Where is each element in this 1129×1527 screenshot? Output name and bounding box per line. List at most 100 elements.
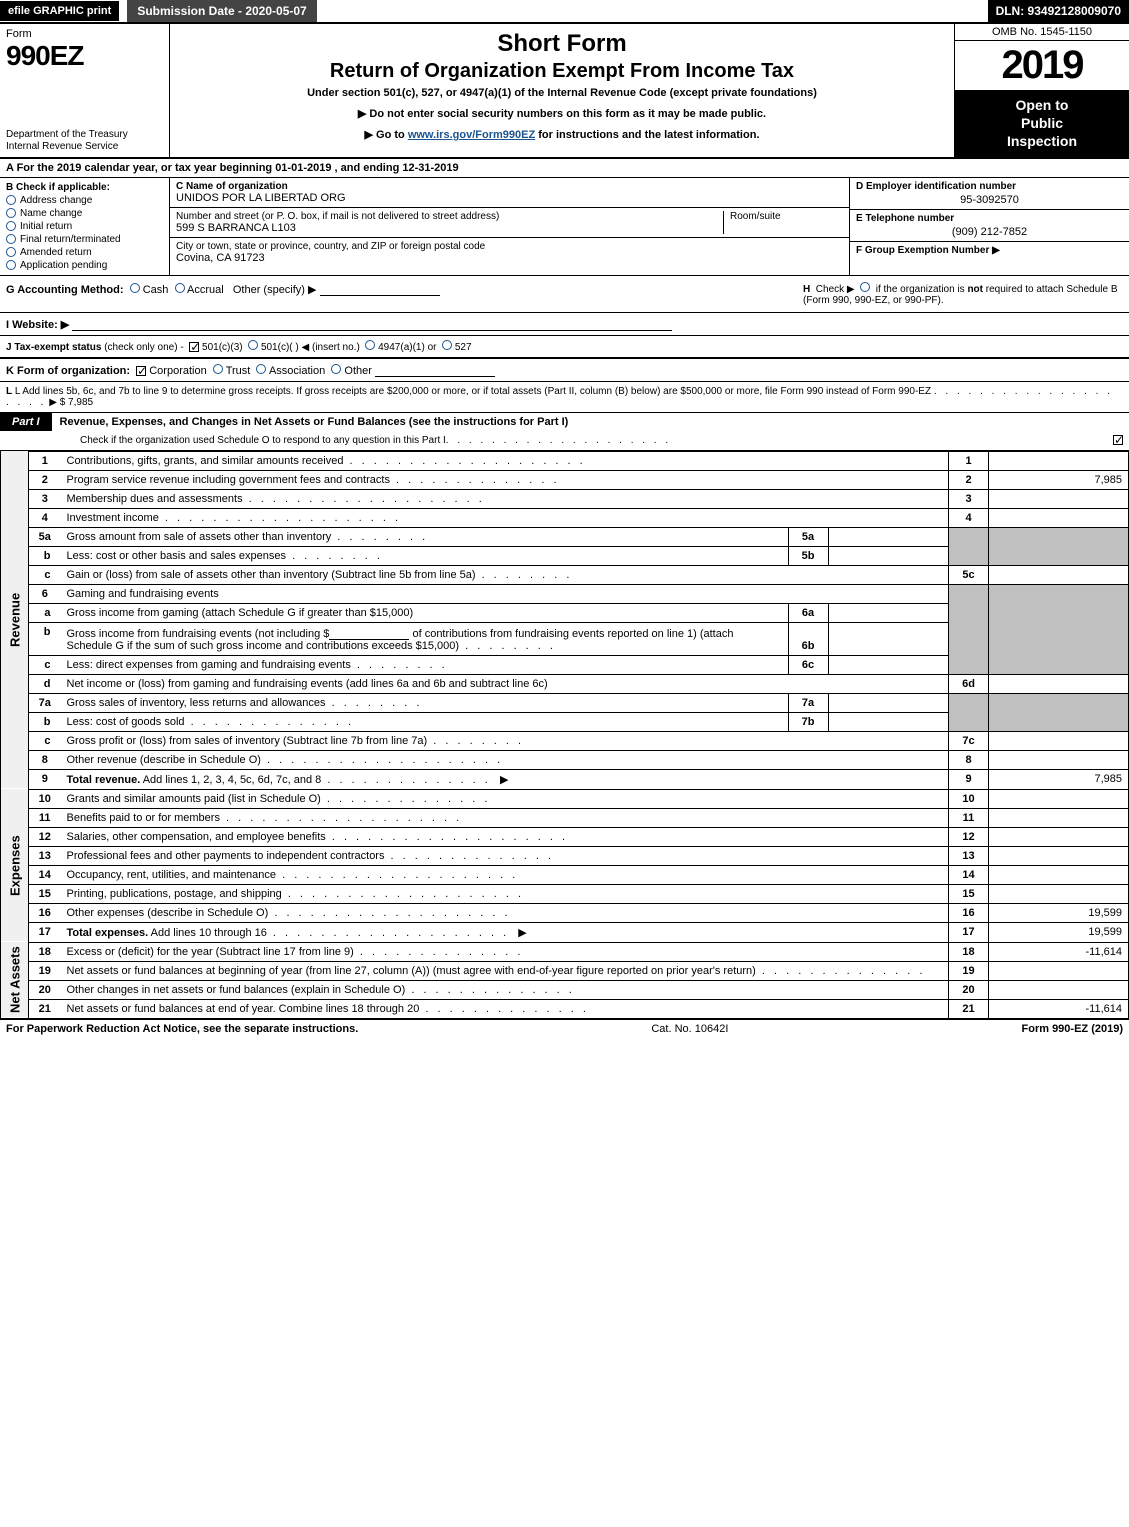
- section-c: C Name of organization UNIDOS POR LA LIB…: [170, 178, 849, 275]
- accrual-option: Accrual: [187, 284, 224, 296]
- table-row: 5a Gross amount from sale of assets othe…: [1, 527, 1129, 546]
- line-21-value: -11,614: [989, 999, 1129, 1018]
- table-row: 20 Other changes in net assets or fund b…: [1, 980, 1129, 999]
- accounting-method-label: G Accounting Method:: [6, 284, 124, 296]
- group-exemption-label: F Group Exemption Number ▶: [856, 245, 1123, 256]
- omb-number: OMB No. 1545-1150: [955, 24, 1129, 41]
- circle-icon: [6, 260, 16, 270]
- revenue-side-label: Revenue: [1, 451, 29, 789]
- circle-icon[interactable]: [175, 283, 185, 293]
- efile-graphic-button[interactable]: efile GRAPHIC print: [0, 1, 119, 21]
- table-row: 14 Occupancy, rent, utilities, and maint…: [1, 865, 1129, 884]
- circle-icon[interactable]: [331, 364, 341, 374]
- circle-icon[interactable]: [365, 340, 375, 350]
- other-specify-field[interactable]: [320, 282, 440, 296]
- website-field[interactable]: [72, 317, 672, 331]
- info-grid: B Check if applicable: Address change Na…: [0, 178, 1129, 276]
- street-value: 599 S BARRANCA L103: [176, 222, 723, 234]
- topbar: efile GRAPHIC print Submission Date - 20…: [0, 0, 1129, 24]
- table-row: 3 Membership dues and assessments 3: [1, 489, 1129, 508]
- table-row: 21 Net assets or fund balances at end of…: [1, 999, 1129, 1018]
- table-row: c Gain or (loss) from sale of assets oth…: [1, 565, 1129, 584]
- form-number: 990EZ: [6, 40, 163, 72]
- section-g-h: G Accounting Method: Cash Accrual Other …: [0, 276, 1129, 313]
- print-link[interactable]: print: [87, 5, 111, 17]
- check-application-pending[interactable]: Application pending: [6, 260, 163, 271]
- checkbox-corporation[interactable]: [136, 366, 146, 376]
- ein-label: D Employer identification number: [856, 181, 1123, 192]
- table-row: 2 Program service revenue including gove…: [1, 470, 1129, 489]
- circle-icon[interactable]: [860, 282, 870, 292]
- part-1-table: Revenue 1 Contributions, gifts, grants, …: [0, 451, 1129, 1019]
- ein-value: 95-3092570: [856, 194, 1123, 206]
- net-assets-side-label: Net Assets: [1, 942, 29, 1018]
- paperwork-notice: For Paperwork Reduction Act Notice, see …: [6, 1023, 358, 1035]
- section-j: J Tax-exempt status (check only one) - 5…: [0, 336, 1129, 359]
- tax-period-row: A For the 2019 calendar year, or tax yea…: [0, 159, 1129, 178]
- ssn-warning: ▶ Do not enter social security numbers o…: [182, 107, 942, 120]
- section-i: I Website: ▶: [0, 313, 1129, 336]
- line-9-value: 7,985: [989, 769, 1129, 789]
- irs-link[interactable]: www.irs.gov/Form990EZ: [408, 129, 535, 141]
- open-to-public-badge: Open to Public Inspection: [955, 90, 1129, 157]
- table-row: 15 Printing, publications, postage, and …: [1, 884, 1129, 903]
- form-version: Form 990-EZ (2019): [1022, 1023, 1124, 1035]
- page-footer: For Paperwork Reduction Act Notice, see …: [0, 1019, 1129, 1038]
- checkbox-501c3[interactable]: [189, 342, 199, 352]
- section-h-text: H Check ▶ if the organization is not req…: [803, 282, 1123, 306]
- circle-icon[interactable]: [442, 340, 452, 350]
- table-row: 12 Salaries, other compensation, and emp…: [1, 827, 1129, 846]
- table-row: 13 Professional fees and other payments …: [1, 846, 1129, 865]
- table-row: 9 Total revenue. Add lines 1, 2, 3, 4, 5…: [1, 769, 1129, 789]
- circle-icon: [6, 208, 16, 218]
- table-row: 19 Net assets or fund balances at beginn…: [1, 961, 1129, 980]
- schedule-o-checkbox[interactable]: [1113, 435, 1123, 445]
- check-amended-return[interactable]: Amended return: [6, 247, 163, 258]
- dept-irs: Internal Revenue Service: [6, 141, 163, 153]
- expenses-side-label: Expenses: [1, 789, 29, 942]
- table-row: 8 Other revenue (describe in Schedule O)…: [1, 750, 1129, 769]
- part-1-label: Part I: [0, 413, 52, 431]
- line-18-value: -11,614: [989, 942, 1129, 961]
- circle-icon[interactable]: [213, 364, 223, 374]
- part-1-title: Revenue, Expenses, and Changes in Net As…: [52, 413, 1129, 431]
- table-row: Revenue 1 Contributions, gifts, grants, …: [1, 451, 1129, 470]
- table-row: 16 Other expenses (describe in Schedule …: [1, 903, 1129, 922]
- phone-label: E Telephone number: [856, 213, 1123, 224]
- section-b: B Check if applicable: Address change Na…: [0, 178, 170, 275]
- circle-icon[interactable]: [248, 340, 258, 350]
- room-suite-label: Room/suite: [723, 211, 843, 234]
- section-d-e-f: D Employer identification number 95-3092…: [849, 178, 1129, 275]
- section-b-header: B Check if applicable:: [6, 182, 163, 193]
- org-name-value: UNIDOS POR LA LIBERTAD ORG: [176, 192, 843, 204]
- short-form-title: Short Form: [182, 30, 942, 58]
- table-row: c Gross profit or (loss) from sales of i…: [1, 731, 1129, 750]
- dln-badge: DLN: 93492128009070: [988, 0, 1129, 22]
- table-row: 11 Benefits paid to or for members 11: [1, 808, 1129, 827]
- circle-icon[interactable]: [130, 283, 140, 293]
- circle-icon: [6, 247, 16, 257]
- org-name-label: C Name of organization: [176, 181, 843, 192]
- circle-icon[interactable]: [256, 364, 266, 374]
- check-initial-return[interactable]: Initial return: [6, 221, 163, 232]
- other-option: Other (specify) ▶: [233, 284, 317, 296]
- check-address-change[interactable]: Address change: [6, 195, 163, 206]
- form-header: Form 990EZ Department of the Treasury In…: [0, 24, 1129, 159]
- other-org-field[interactable]: [375, 363, 495, 377]
- table-row: 6 Gaming and fundraising events: [1, 584, 1129, 603]
- catalog-number: Cat. No. 10642I: [358, 1023, 1021, 1035]
- check-name-change[interactable]: Name change: [6, 208, 163, 219]
- cash-option: Cash: [143, 284, 169, 296]
- city-value: Covina, CA 91723: [176, 252, 843, 264]
- table-row: 17 Total expenses. Add lines 10 through …: [1, 922, 1129, 942]
- submission-date-badge: Submission Date - 2020-05-07: [127, 0, 316, 22]
- street-label: Number and street (or P. O. box, if mail…: [176, 211, 723, 222]
- table-row: 4 Investment income 4: [1, 508, 1129, 527]
- circle-icon: [6, 234, 16, 244]
- check-final-return[interactable]: Final return/terminated: [6, 234, 163, 245]
- return-title: Return of Organization Exempt From Incom…: [182, 60, 942, 83]
- line-1-value: [989, 451, 1129, 470]
- table-row: 7a Gross sales of inventory, less return…: [1, 693, 1129, 712]
- tax-year: 2019: [955, 41, 1129, 90]
- table-row: Net Assets 18 Excess or (deficit) for th…: [1, 942, 1129, 961]
